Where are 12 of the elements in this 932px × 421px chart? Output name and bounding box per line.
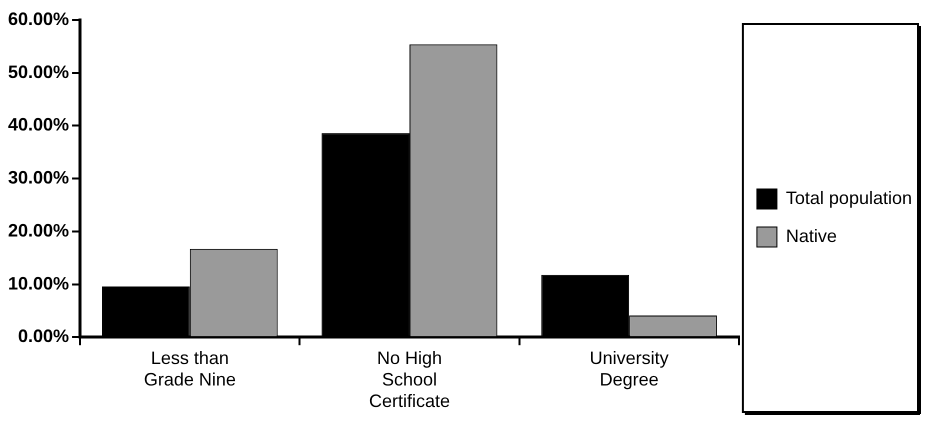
y-tick-label: 0.00%: [18, 326, 70, 346]
y-tick-label: 50.00%: [8, 62, 70, 82]
y-tick-label: 40.00%: [8, 114, 70, 135]
y-tick-label: 30.00%: [8, 168, 70, 188]
x-tick-label: No High School Certificate: [368, 348, 450, 412]
y-tick-label: 20.00%: [8, 220, 70, 240]
x-tick-label: Less than Grade Nine: [144, 348, 236, 390]
legend-label: Native: [786, 226, 837, 246]
y-tick-label: 10.00%: [8, 273, 70, 294]
y-tick-label: 60.00%: [8, 8, 70, 29]
legend-label: Total population: [786, 188, 912, 208]
x-tick-label: University Degree: [590, 348, 669, 390]
